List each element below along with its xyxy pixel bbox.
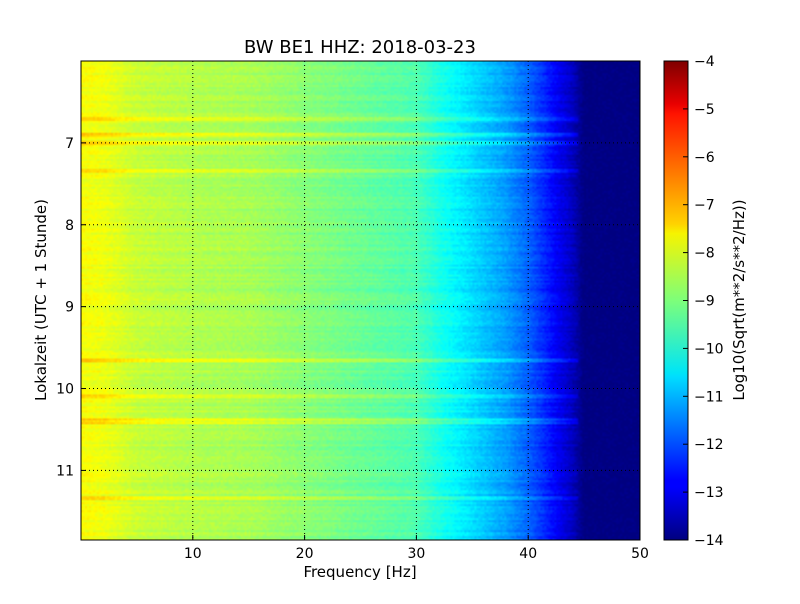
x-tick-label: 30 [407,546,425,562]
x-axis-ticks: 10 20 30 40 50 [184,535,649,562]
chart-title: BW BE1 HHZ: 2018-03-23 [244,37,476,58]
colorbar-tick-label: −7 [694,198,715,214]
colorbar: −4 −5 −6 −7 −8 −9 −10 −11 −12 −13 −14 [663,54,724,549]
y-tick-label: 10 [56,382,74,398]
y-tick-label: 9 [65,300,74,316]
colorbar-tick-label: −10 [694,341,724,357]
y-axis-label: Lokalzeit (UTC + 1 Stunde) [32,199,50,401]
x-axis-label: Frequency [Hz] [303,563,416,581]
colorbar-ticks: −4 −5 −6 −7 −8 −9 −10 −11 −12 −13 −14 [683,54,724,549]
y-tick-label: 11 [56,463,74,479]
colorbar-label: Log10(Sqrt(m**2/s**2/Hz)) [730,199,748,400]
plot-area: 10 20 30 40 50 7 8 9 10 11 [56,60,649,562]
y-tick-label: 8 [65,218,74,234]
colorbar-tick-label: −11 [694,389,724,405]
colorbar-tick-label: −12 [694,437,724,453]
y-tick-label: 7 [65,136,74,152]
x-tick-label: 50 [631,546,649,562]
plot-frame [80,60,641,541]
colorbar-tick-label: −4 [694,54,715,70]
x-tick-label: 20 [296,546,314,562]
colorbar-tick-label: −13 [694,485,724,501]
colorbar-tick-label: −9 [694,294,715,310]
x-tick-label: 40 [519,546,537,562]
colorbar-tick-label: −6 [694,150,715,166]
colorbar-tick-label: −5 [694,102,715,118]
x-tick-label: 10 [184,546,202,562]
y-axis-ticks: 7 8 9 10 11 [56,136,86,479]
colorbar-tick-label: −8 [694,246,715,262]
spectrogram-image [81,61,640,540]
colorbar-tick-label: −14 [694,533,724,549]
